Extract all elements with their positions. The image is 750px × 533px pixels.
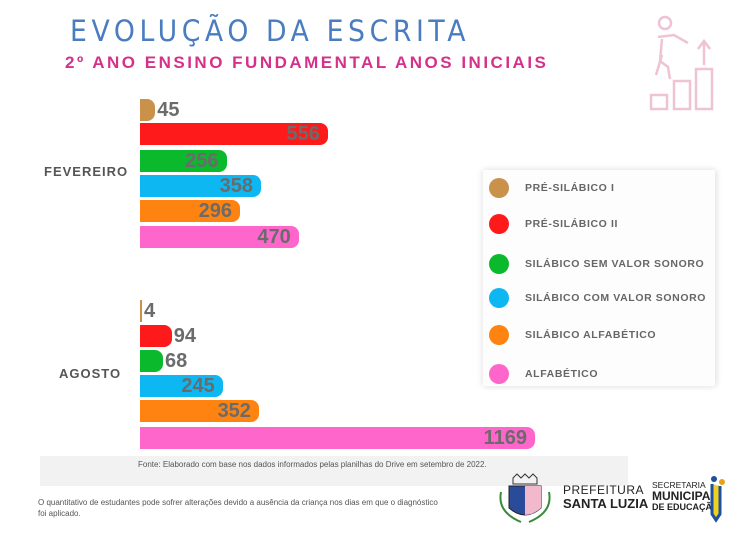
page-title: EVOLUÇÃO DA ESCRITA [70,14,471,48]
legend-item: SILÁBICO ALFABÉTICO [489,325,656,345]
data-label: 1169 [483,427,527,449]
category-label-agosto: AGOSTO [59,366,122,381]
bar [140,325,172,347]
page-subtitle: 2º ANO ENSINO FUNDAMENTAL ANOS INICIAIS [65,53,549,72]
legend-label: SILÁBICO ALFABÉTICO [525,329,657,341]
data-label: 470 [257,226,291,248]
category-label-fevereiro: FEVEREIRO [44,164,129,179]
bar [140,123,328,145]
santa-luzia-crest-logo [499,473,551,523]
source-text: Fonte: Elaborado com base nos dados info… [138,460,487,469]
growth-stairs-icon [649,15,714,111]
data-label: 358 [219,175,253,197]
secretaria-logo-text: SECRETARIA MUNICIPAL DE EDUCAÇÃO [652,480,719,513]
logo-line: DE EDUCAÇÃO [652,502,720,512]
chart-legend: PRÉ-SILÁBICO I PRÉ-SILÁBICO II SILÁBICO SE… [483,170,715,386]
legend-item: PRÉ-SILÁBICO I [489,178,615,198]
data-label: 296 [198,200,233,222]
logo-line: MUNICIPAL [652,489,718,503]
legend-item: ALFABÉTICO [489,364,598,384]
data-label: 45 [157,99,180,121]
data-label: 556 [286,123,320,145]
legend-swatch [489,325,509,345]
data-label: 245 [181,375,215,397]
legend-label: ALFABÉTICO [525,368,599,380]
data-label: 352 [217,400,251,422]
bar [140,400,259,422]
legend-swatch [489,364,509,384]
bar [140,375,223,397]
legend-item: PRÉ-SILÁBICO II [489,214,618,234]
legend-swatch [489,214,509,234]
prefeitura-logo-text: PREFEITURA SANTA LUZIA [563,483,649,511]
legend-label: PRÉ-SILÁBICO II [525,218,619,230]
footnote: O quantitativo de estudantes pode sofrer… [38,498,438,518]
source-box: Fonte: Elaborado com base nos dados info… [40,456,628,486]
legend-item: SILÁBICO COM VALOR SONORO [489,288,706,308]
legend-swatch [489,178,509,198]
bar [140,200,241,222]
legend-item: SILÁBICO SEM VALOR SONORO [489,254,704,274]
legend-label: PRÉ-SILÁBICO I [525,182,615,194]
data-label: 94 [173,325,196,347]
data-label: 256 [185,150,219,172]
legend-swatch [489,288,509,308]
bar [140,150,227,172]
logo-line: PREFEITURA [563,483,645,497]
legend-label: SILÁBICO COM VALOR SONORO [525,292,707,304]
bar [140,427,535,449]
bar [140,226,299,248]
logo-line: SECRETARIA [652,480,706,490]
logo-line: SANTA LUZIA [563,496,649,511]
bar [140,175,261,197]
bar [140,99,156,121]
data-label: 4 [144,300,156,322]
data-label: 68 [164,350,188,372]
bar [140,300,142,322]
legend-label: SILÁBICO SEM VALOR SONORO [525,258,705,270]
bar [140,350,163,372]
legend-swatch [489,254,509,274]
education-figures-icon [710,476,725,523]
